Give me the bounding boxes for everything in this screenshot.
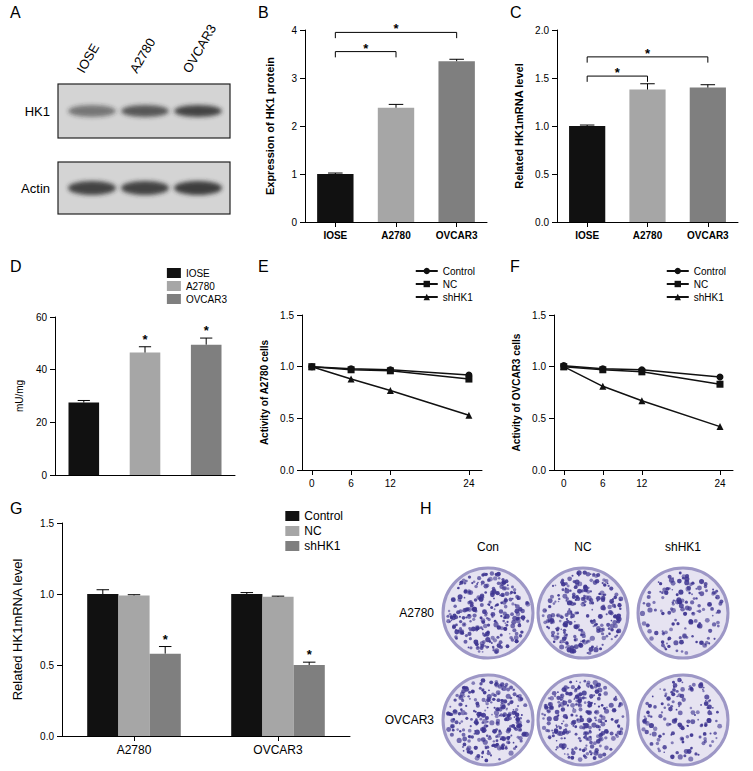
svg-text:NC: NC: [574, 540, 592, 554]
svg-text:*: *: [163, 632, 169, 647]
svg-text:NC: NC: [304, 524, 322, 538]
svg-text:*: *: [393, 21, 399, 36]
html-text:F: F: [510, 258, 520, 275]
svg-text:Expression of HK1 protein: Expression of HK1 protein: [264, 57, 276, 195]
svg-text:0.5: 0.5: [40, 660, 54, 671]
svg-text:1.0: 1.0: [532, 361, 546, 372]
svg-text:shHK1: shHK1: [443, 292, 473, 303]
svg-text:1.5: 1.5: [532, 310, 546, 321]
svg-text:4: 4: [291, 25, 297, 36]
html-text:E: E: [258, 258, 269, 275]
svg-text:0: 0: [309, 478, 315, 489]
html-text:D: D: [10, 258, 22, 275]
svg-text:1.5: 1.5: [280, 310, 294, 321]
svg-text:3: 3: [291, 73, 297, 84]
svg-text:1.5: 1.5: [535, 73, 549, 84]
svg-text:Activity of OVCAR3 cells: Activity of OVCAR3 cells: [511, 333, 522, 451]
svg-text:IOSE: IOSE: [575, 230, 599, 241]
svg-text:Control: Control: [304, 509, 343, 523]
html-text:A: A: [10, 4, 21, 21]
svg-text:Control: Control: [443, 266, 475, 277]
svg-text:1.5: 1.5: [40, 518, 54, 529]
svg-text:6: 6: [600, 478, 606, 489]
svg-text:1.0: 1.0: [535, 121, 549, 132]
svg-text:IOSE: IOSE: [186, 268, 210, 279]
svg-text:shHK1: shHK1: [665, 540, 701, 554]
svg-text:mU/mg: mU/mg: [14, 380, 25, 412]
svg-text:0: 0: [561, 478, 567, 489]
svg-text:*: *: [645, 46, 651, 61]
svg-text:A2780: A2780: [633, 230, 663, 241]
svg-text:OVCAR3: OVCAR3: [436, 230, 478, 241]
html-text:C: C: [510, 4, 522, 21]
svg-text:0.0: 0.0: [280, 465, 294, 476]
svg-text:*: *: [142, 332, 148, 347]
svg-text:IOSE: IOSE: [323, 230, 347, 241]
svg-text:2: 2: [291, 121, 297, 132]
svg-text:Actin: Actin: [21, 181, 50, 196]
html-text:B: B: [258, 4, 269, 21]
svg-text:60: 60: [36, 312, 48, 323]
svg-text:0.0: 0.0: [532, 465, 546, 476]
svg-text:24: 24: [463, 478, 475, 489]
svg-text:OVCAR3: OVCAR3: [385, 713, 435, 727]
svg-text:1.0: 1.0: [280, 361, 294, 372]
svg-text:*: *: [363, 41, 369, 56]
svg-text:Activity of A2780 cells: Activity of A2780 cells: [259, 339, 270, 445]
svg-text:OVCAR3: OVCAR3: [253, 743, 303, 757]
svg-text:*: *: [204, 323, 210, 338]
svg-text:20: 20: [36, 417, 48, 428]
svg-text:OVCAR3: OVCAR3: [687, 230, 729, 241]
svg-text:0.0: 0.0: [40, 731, 54, 742]
svg-text:6: 6: [348, 478, 354, 489]
svg-text:12: 12: [636, 478, 648, 489]
svg-text:Related HK1mRNA level: Related HK1mRNA level: [10, 559, 25, 701]
svg-text:0.0: 0.0: [535, 217, 549, 228]
svg-text:A2780: A2780: [399, 606, 434, 620]
svg-text:2.0: 2.0: [535, 25, 549, 36]
svg-text:shHK1: shHK1: [694, 292, 724, 303]
html-text:H: H: [420, 500, 432, 517]
svg-text:0: 0: [41, 470, 47, 481]
svg-text:NC: NC: [443, 279, 457, 290]
svg-text:0: 0: [291, 217, 297, 228]
svg-text:12: 12: [385, 478, 397, 489]
svg-text:OVCAR3: OVCAR3: [180, 22, 220, 76]
svg-text:Control: Control: [694, 266, 726, 277]
svg-text:NC: NC: [694, 279, 708, 290]
svg-text:A2780: A2780: [127, 35, 159, 75]
svg-text:OVCAR3: OVCAR3: [186, 294, 228, 305]
svg-text:*: *: [307, 647, 313, 662]
svg-text:Con: Con: [477, 540, 499, 554]
svg-text:40: 40: [36, 364, 48, 375]
html-text:G: G: [10, 500, 23, 517]
svg-text:A2780: A2780: [117, 743, 152, 757]
svg-text:A2780: A2780: [381, 230, 411, 241]
svg-text:HK1: HK1: [25, 104, 50, 119]
svg-text:IOSE: IOSE: [74, 41, 103, 76]
svg-text:0.5: 0.5: [280, 413, 294, 424]
svg-text:*: *: [615, 65, 621, 80]
svg-text:1.0: 1.0: [40, 589, 54, 600]
svg-text:A2780: A2780: [186, 281, 215, 292]
svg-text:24: 24: [714, 478, 726, 489]
svg-text:Related HK1mRNA level: Related HK1mRNA level: [513, 63, 525, 189]
svg-text:1: 1: [291, 169, 297, 180]
svg-text:shHK1: shHK1: [304, 539, 340, 553]
svg-text:0.5: 0.5: [535, 169, 549, 180]
svg-text:0.5: 0.5: [532, 413, 546, 424]
